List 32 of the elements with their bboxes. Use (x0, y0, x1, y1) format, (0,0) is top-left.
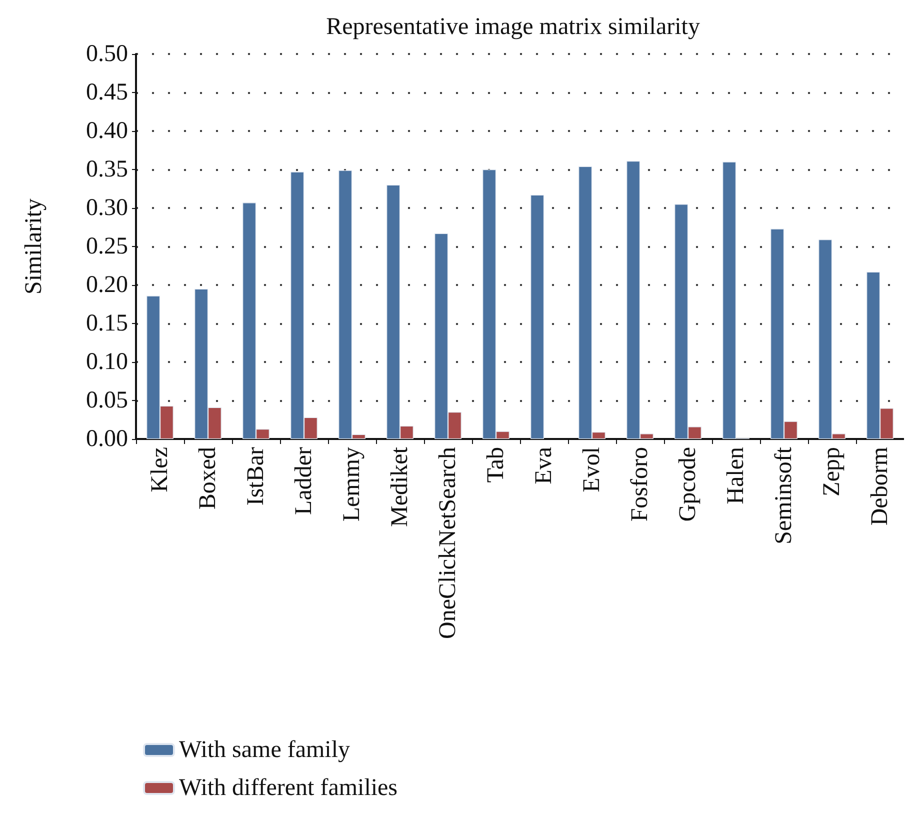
bar (530, 194, 544, 439)
x-tick-label: IstBar (243, 446, 269, 506)
x-tick-label: Zepp (819, 447, 845, 496)
x-tick-label: OneClickNetSearch (435, 447, 461, 639)
y-tick-label: 0.15 (86, 310, 128, 336)
x-tick-label: Boxed (195, 447, 221, 510)
x-tick-label: Klez (147, 447, 173, 492)
y-tick-label: 0.10 (86, 349, 128, 375)
y-tick-label: 0.45 (86, 80, 128, 106)
y-tick-label: 0.35 (86, 156, 128, 182)
x-tick-label: Mediket (387, 446, 413, 527)
y-tick-label: 0.25 (86, 234, 128, 260)
y-tick-label: 0.40 (86, 118, 128, 144)
legend-label: With same family (179, 737, 350, 763)
y-tick-label: 0.00 (86, 426, 128, 452)
x-tick-label: Gpcode (675, 447, 701, 522)
chart-title: Representative image matrix similarity (326, 14, 700, 40)
x-tick-label: Deborm (867, 446, 893, 526)
y-tick-label: 0.20 (86, 272, 128, 298)
y-axis-title: Similarity (21, 198, 47, 294)
x-tick-label: Lemmy (339, 447, 365, 522)
y-tick-label: 0.50 (86, 41, 128, 67)
x-tick-label: Evol (579, 446, 605, 492)
x-tick-label: Tab (483, 447, 509, 483)
x-tick-label: Ladder (291, 447, 317, 515)
x-tick-label: Seminsoft (771, 446, 797, 544)
x-tick-label: Fosforo (627, 447, 653, 522)
y-tick-label: 0.30 (86, 195, 128, 221)
x-tick-label: Eva (531, 446, 557, 484)
y-tick-label: 0.05 (86, 388, 128, 414)
x-tick-label: Halen (723, 447, 749, 504)
legend-label: With different families (179, 775, 398, 801)
